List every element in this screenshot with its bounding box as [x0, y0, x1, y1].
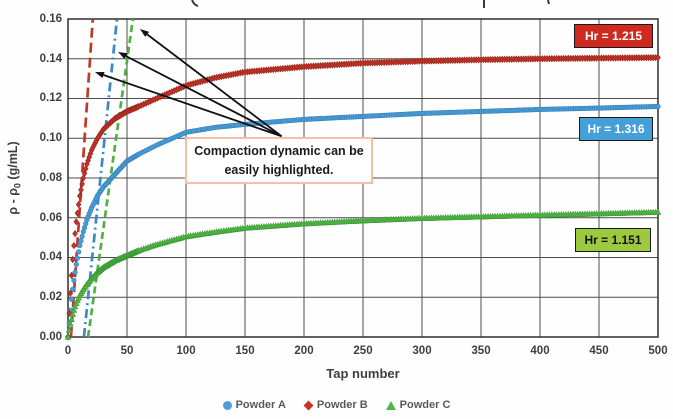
x-tick-350: 350: [471, 345, 491, 357]
legend-label-powder-c: Powder C: [399, 399, 451, 411]
series-powder-b: [65, 53, 661, 341]
hr-label-powder-b: Hr = 1.215: [574, 24, 653, 48]
y-tick-0.14: 0.14: [39, 53, 62, 65]
annotation-line-2: easily highlighted.: [224, 162, 334, 177]
cropped-title-fragments: [191, 0, 550, 8]
hr-label-powder-a: Hr = 1.316: [579, 117, 653, 141]
x-tick-150: 150: [235, 345, 255, 357]
y-title-pre: ρ - ρ: [6, 188, 20, 215]
powder-c-triangle-icon: [385, 400, 396, 410]
x-tick-0: 0: [64, 345, 72, 357]
x-tick-300: 300: [412, 345, 432, 357]
y-tick-0.16: 0.16: [39, 13, 62, 25]
annotation-line-1: Compaction dynamic can be: [194, 144, 364, 159]
y-tick-0.10: 0.10: [39, 132, 62, 144]
legend-item-powder-b: Powder B: [303, 399, 368, 411]
x-axis-title: Tap number: [326, 366, 400, 381]
powder-b-diamond-icon: [303, 400, 314, 410]
x-tick-100: 100: [176, 345, 196, 357]
y-tick-0.02: 0.02: [39, 291, 62, 303]
legend-label-powder-a: Powder A: [235, 399, 286, 411]
y-title-sub: 0: [12, 183, 23, 189]
guide-line-powder-a: [82, 18, 119, 338]
legend-item-powder-a: Powder A: [222, 399, 286, 411]
chart-legend: Powder A Powder B Powder C: [0, 396, 673, 414]
y-tick-0.08: 0.08: [39, 172, 62, 184]
y-tick-0.04: 0.04: [39, 251, 62, 263]
legend-item-powder-c: Powder C: [385, 399, 451, 411]
x-tick-50: 50: [120, 345, 134, 357]
y-tick-0.00: 0.00: [39, 331, 62, 343]
plot-border: [67, 18, 659, 338]
x-tick-250: 250: [353, 345, 373, 357]
annotation-arrows: [95, 28, 283, 138]
x-tick-450: 450: [589, 345, 609, 357]
hr-label-powder-c: Hr = 1.151: [575, 228, 651, 252]
x-tick-500: 500: [648, 345, 668, 357]
y-axis-title: ρ - ρ0 (g/mL): [6, 98, 23, 258]
x-tick-400: 400: [530, 345, 550, 357]
series-powder-c: [64, 208, 662, 340]
x-tick-200: 200: [294, 345, 314, 357]
series-powder-a: [65, 103, 661, 340]
annotation-callout: Compaction dynamic can be easily highlig…: [185, 137, 373, 184]
y-tick-0.12: 0.12: [39, 92, 62, 104]
powder-a-circle-icon: [222, 400, 232, 410]
legend-label-powder-b: Powder B: [316, 399, 368, 411]
y-tick-0.06: 0.06: [39, 212, 62, 224]
y-title-post: (g/mL): [6, 141, 20, 184]
